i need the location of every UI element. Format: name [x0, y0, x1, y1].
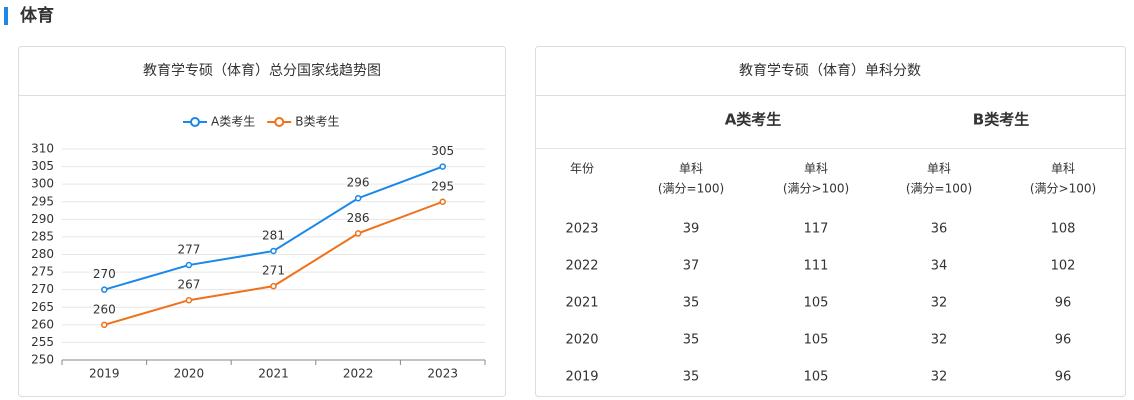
data-label: 267	[177, 278, 200, 292]
point	[270, 247, 277, 255]
table-cell: 34	[931, 259, 948, 274]
y-tick-label: 295	[31, 194, 54, 208]
x-tick-label: 2021	[258, 367, 289, 381]
table-cell: 35	[683, 296, 700, 311]
data-label: 305	[431, 144, 454, 158]
y-tick-label: 250	[31, 353, 54, 367]
point	[354, 194, 362, 202]
table-cell: 35	[683, 370, 700, 385]
legend-marker	[190, 117, 200, 127]
y-tick-label: 260	[31, 317, 54, 331]
column-header: 年份	[570, 162, 594, 176]
data-label: 260	[93, 302, 116, 316]
chart-title: 教育学专硕（体育）总分国家线趋势图	[143, 62, 381, 79]
table-cell: 105	[804, 370, 829, 385]
table-cell: 32	[931, 296, 948, 311]
y-tick-label: 270	[31, 282, 54, 296]
y-tick-label: 300	[31, 177, 54, 191]
data-label: 281	[262, 228, 285, 242]
table-cell: 2020	[565, 333, 598, 348]
y-tick-label: 275	[31, 265, 54, 279]
column-header: (满分=100)	[658, 182, 724, 196]
data-label: 295	[431, 179, 454, 193]
point	[439, 198, 446, 205]
data-label: 286	[347, 211, 370, 225]
table-card	[535, 46, 1126, 397]
table-cell: 96	[1055, 333, 1072, 348]
data-label: 271	[262, 264, 285, 278]
column-header: 单科	[1051, 162, 1075, 176]
table-cell: 2019	[565, 370, 598, 385]
y-tick-label: 310	[31, 142, 54, 156]
point	[101, 286, 108, 293]
column-header: (满分=100)	[906, 182, 972, 196]
section-marker	[4, 7, 8, 25]
table-cell: 108	[1051, 222, 1076, 237]
group-header: B类考生	[973, 111, 1029, 129]
data-label: 270	[93, 267, 116, 281]
table-cell: 2022	[565, 259, 598, 274]
point	[354, 230, 362, 237]
point	[270, 282, 277, 290]
table-cell: 117	[804, 222, 829, 237]
legend-label: B类考生	[295, 115, 339, 129]
table-cell: 39	[683, 222, 700, 237]
table-cell: 36	[931, 222, 948, 237]
y-tick-label: 285	[31, 229, 54, 243]
table-cell: 105	[804, 333, 829, 348]
x-tick-label: 2023	[427, 367, 458, 381]
column-header: (满分>100)	[1030, 182, 1096, 196]
table-cell: 96	[1055, 296, 1072, 311]
group-header: A类考生	[725, 111, 782, 129]
table-cell: 111	[804, 259, 829, 274]
y-tick-label: 280	[31, 247, 54, 261]
point	[101, 321, 108, 329]
table-cell: 105	[804, 296, 829, 311]
x-tick-label: 2019	[89, 367, 120, 381]
table-title: 教育学专硕（体育）单科分数	[739, 63, 921, 79]
table-cell: 96	[1055, 370, 1072, 385]
y-tick-label: 305	[31, 159, 54, 173]
column-header: (满分>100)	[783, 182, 849, 196]
table-cell: 2021	[565, 296, 598, 311]
table-cell: 32	[931, 333, 948, 348]
point	[439, 163, 446, 170]
point	[185, 296, 193, 304]
point	[185, 261, 193, 269]
column-header: 单科	[927, 162, 951, 176]
section-title: 体育	[20, 5, 54, 26]
column-header: 单科	[804, 162, 828, 176]
x-tick-label: 2020	[174, 367, 205, 381]
legend-label: A类考生	[211, 115, 255, 129]
table-cell: 2023	[565, 222, 598, 237]
column-header: 单科	[679, 162, 703, 176]
table-cell: 37	[683, 259, 700, 274]
chart-card	[18, 46, 506, 397]
x-tick-label: 2022	[343, 367, 374, 381]
y-tick-label: 265	[31, 300, 54, 314]
table-cell: 32	[931, 370, 948, 385]
data-label: 296	[347, 176, 370, 190]
data-label: 277	[177, 243, 200, 257]
table-cell: 102	[1051, 259, 1076, 274]
legend-marker	[274, 117, 285, 127]
y-tick-label: 290	[31, 212, 54, 226]
table-cell: 35	[683, 333, 700, 348]
y-tick-label: 255	[31, 335, 54, 349]
